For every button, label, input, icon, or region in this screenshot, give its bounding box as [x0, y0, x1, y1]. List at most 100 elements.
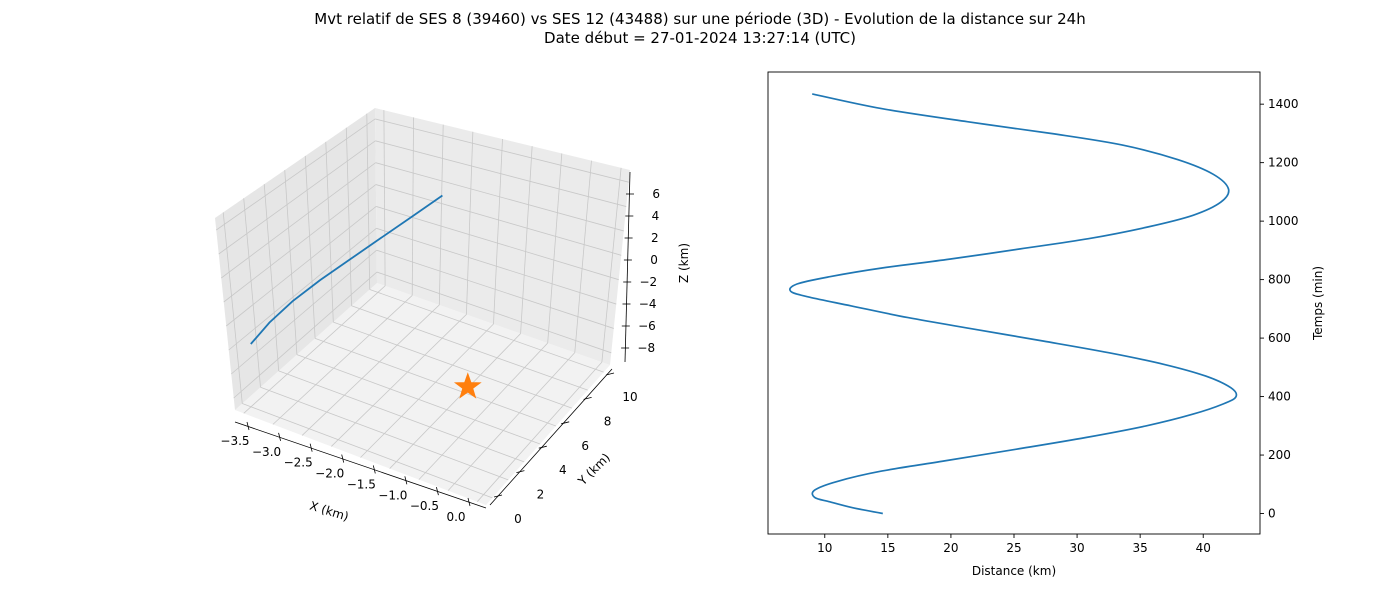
- x-tick-label: 35: [1133, 541, 1148, 555]
- y-tick-label: 0: [514, 512, 522, 526]
- title-line-1: Mvt relatif de SES 8 (39460) vs SES 12 (…: [314, 10, 1086, 28]
- plot-frame: [767, 71, 1261, 535]
- left-grid-v: [243, 198, 261, 388]
- origin-star-marker: [453, 372, 482, 399]
- y-tick-mark: [561, 421, 570, 425]
- x-tick-label: 25: [1006, 541, 1021, 555]
- back-grid-v: [493, 138, 503, 325]
- back-grid-h: [375, 118, 629, 183]
- left-grid-h: [228, 228, 377, 351]
- floor-grid-x: [447, 352, 576, 491]
- y-tick-mark: [583, 397, 592, 400]
- floor-grid-x: [243, 285, 386, 414]
- left-grid-h: [230, 249, 377, 375]
- plot-3d: −3.5−3.0−2.5−2.0−1.5−1.0−0.50.0 024681064…: [215, 108, 691, 526]
- left-grid-h: [233, 271, 378, 399]
- plot-distance-time: 10 15 20 25 30 35 400200400600800100012001400D…: [767, 71, 1325, 578]
- z-tick-label: −8: [637, 341, 655, 355]
- back-grid-v: [383, 110, 386, 286]
- y-tick-label: 200: [1268, 448, 1291, 462]
- back-grid-v: [520, 146, 533, 334]
- z-tick-label: 6: [652, 187, 660, 201]
- floor-grid-x: [476, 361, 603, 502]
- y-axis-line: [489, 368, 613, 506]
- distance-line: [789, 93, 1238, 515]
- back-grid-v: [547, 153, 563, 344]
- x-axis-label: Distance (km): [972, 564, 1056, 578]
- floor-grid-y: [351, 305, 588, 391]
- floor-grid-y: [296, 354, 541, 445]
- floor-grid-x: [272, 295, 413, 425]
- floor-grid-y: [278, 370, 525, 463]
- title-line-2: Date début = 27-01-2024 13:27:14 (UTC): [544, 29, 856, 47]
- left-grid-v: [222, 212, 243, 404]
- z-axis-line: [624, 171, 631, 363]
- x-axis-label: X (km): [308, 499, 350, 524]
- back-grid-h: [376, 227, 617, 305]
- y-tick-label: 0: [1268, 507, 1276, 521]
- back-grid-h: [375, 140, 627, 207]
- x-tick-mark: [341, 454, 345, 463]
- floor-grid-x: [389, 333, 521, 469]
- y-tick-label: 4: [559, 463, 567, 477]
- back-grid-h: [376, 271, 612, 354]
- y-tick-label: 1200: [1268, 156, 1299, 170]
- floor-grid-y: [314, 337, 557, 427]
- y-tick-label: 6: [581, 439, 589, 453]
- x-tick-label: 0.0: [446, 510, 465, 524]
- x-tick-mark: [246, 421, 250, 431]
- back-grid-h: [375, 184, 622, 256]
- left-grid-h: [216, 118, 376, 231]
- back-grid-h: [375, 162, 624, 232]
- x-tick-label: −0.5: [410, 499, 439, 513]
- back-grid-v: [411, 117, 414, 296]
- x-tick-label: −3.0: [252, 445, 281, 459]
- x-tick-mark: [372, 465, 376, 474]
- y-tick-label: 2: [537, 488, 545, 502]
- x-tick-label: 10: [817, 541, 832, 555]
- y-tick-mark: [605, 372, 615, 376]
- y-axis-label: Temps (min): [1311, 266, 1325, 341]
- z-tick-label: 2: [651, 231, 659, 245]
- x-tick-label: −3.5: [220, 434, 249, 448]
- floor-grid-x: [301, 304, 440, 436]
- y-tick-label: 1400: [1268, 97, 1299, 111]
- z-tick-label: −2: [639, 275, 657, 289]
- left-grid-v: [304, 155, 316, 339]
- x-axis-line: [234, 421, 487, 509]
- floor-grid-x: [331, 314, 467, 447]
- x-tick-label: −1.5: [347, 477, 376, 491]
- back-pane: [375, 108, 630, 365]
- x-tick-label: −2.5: [284, 456, 313, 470]
- floor-grid-y: [333, 321, 572, 409]
- back-grid-v: [466, 131, 474, 315]
- x-tick-mark: [404, 476, 408, 485]
- x-tick-label: −1.0: [378, 488, 407, 502]
- y-tick-label: 8: [604, 414, 612, 428]
- x-tick-mark: [467, 497, 471, 507]
- floor-grid-x: [360, 323, 494, 458]
- left-grid-h: [223, 184, 377, 303]
- left-grid-h: [226, 206, 377, 327]
- x-tick-mark: [309, 443, 313, 452]
- z-tick-label: −4: [639, 297, 657, 311]
- back-grid-h: [376, 249, 614, 329]
- z-tick-label: 0: [650, 253, 658, 267]
- y-tick-label: 10: [622, 390, 637, 404]
- trajectory-line: [250, 194, 443, 345]
- floor-grid-y: [242, 403, 493, 499]
- back-grid-v: [601, 167, 622, 363]
- z-tick-label: 4: [652, 209, 660, 223]
- floor-grid-y: [260, 386, 509, 481]
- floor-grid-y: [369, 289, 604, 373]
- back-grid-h: [376, 206, 619, 281]
- back-grid-v: [438, 124, 444, 305]
- left-grid-v: [345, 127, 352, 306]
- y-axis-label: Y (km): [575, 450, 613, 488]
- y-tick-label: 400: [1268, 390, 1291, 404]
- left-grid-v: [366, 113, 371, 290]
- y-tick-mark: [516, 470, 525, 473]
- y-tick-mark: [538, 445, 547, 449]
- y-tick-label: 600: [1268, 331, 1291, 345]
